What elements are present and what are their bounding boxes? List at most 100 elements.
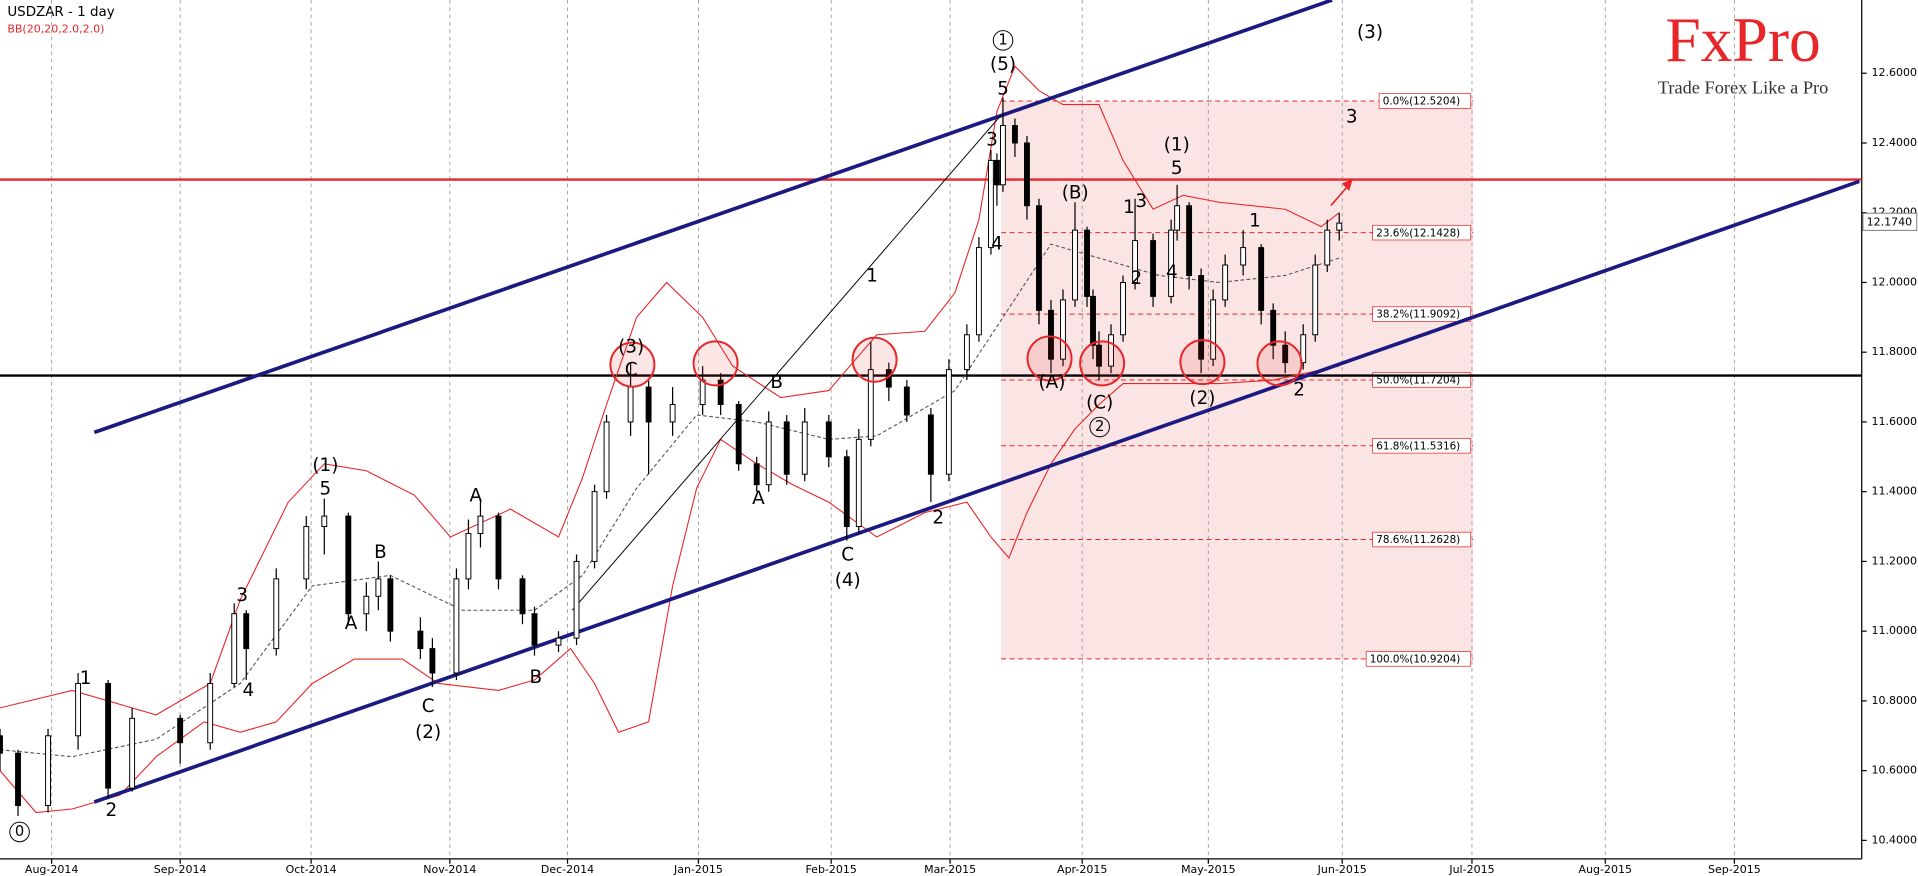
wave-label: 4 xyxy=(242,680,254,701)
fib-label: 23.6%(12.1428) xyxy=(1376,227,1460,239)
candle-body xyxy=(105,682,112,789)
candle-body xyxy=(993,159,1000,186)
wave-label: 4 xyxy=(1166,262,1178,283)
fib-label: 78.6%(11.2628) xyxy=(1376,534,1460,546)
candle-body xyxy=(231,613,238,684)
x-tick-label: May-2015 xyxy=(1181,863,1236,876)
x-tick-label: Sep-2015 xyxy=(1708,863,1761,876)
candle-body xyxy=(591,491,598,562)
wave-label: (2) xyxy=(415,722,441,743)
x-tick-label: Feb-2015 xyxy=(805,863,856,876)
candle-body xyxy=(417,630,424,650)
x-tick-label: Jul-2015 xyxy=(1448,863,1494,876)
indicator-label: BB(20,20,2.0,2.0) xyxy=(7,22,104,35)
candle-body xyxy=(1300,334,1307,364)
symbol-title: USDZAR - 1 day xyxy=(7,5,114,20)
arrow-head xyxy=(1341,178,1353,191)
candle-body xyxy=(519,578,526,615)
y-tick-label: 11.0000 xyxy=(1872,624,1917,637)
candle-body xyxy=(465,533,472,580)
bollinger-band xyxy=(0,365,1340,814)
wave-label: C xyxy=(841,544,854,565)
candle-body xyxy=(321,515,328,528)
candle-body xyxy=(753,463,760,486)
wave-label: B xyxy=(770,372,783,393)
x-tick-label: Jun-2015 xyxy=(1317,863,1367,876)
wave-label: 3 xyxy=(1346,106,1358,127)
y-tick-label: 11.6000 xyxy=(1872,415,1917,428)
candle-body xyxy=(1012,125,1018,144)
candle-body xyxy=(429,648,436,674)
annotation-circle xyxy=(992,30,1014,51)
wave-label: (B) xyxy=(1062,182,1089,203)
wave-label: 1 xyxy=(866,266,878,287)
annotation-circle xyxy=(9,821,30,843)
last-price-box xyxy=(1862,212,1918,231)
candle-body xyxy=(843,456,850,528)
wave-label: C xyxy=(422,696,435,717)
candle-body xyxy=(855,438,862,528)
candle-body xyxy=(645,386,652,423)
fib-label-box xyxy=(1372,438,1472,454)
wave-label: 2 xyxy=(1293,379,1305,400)
fib-label-box xyxy=(1372,531,1472,548)
wave-label: (3) xyxy=(1357,22,1383,43)
wave-label: (5) xyxy=(990,54,1016,75)
y-tick-label: 11.2000 xyxy=(1872,554,1917,567)
wave-label: 2 xyxy=(105,800,117,821)
highlight-circle xyxy=(1179,339,1226,386)
fib-label: 100.0%(10.9204) xyxy=(1370,654,1461,666)
candle-body xyxy=(987,159,994,249)
fib-label: 61.8%(11.5316) xyxy=(1376,440,1460,452)
candle-body xyxy=(177,717,184,744)
bollinger-band xyxy=(0,65,1340,716)
candle-body xyxy=(1120,281,1126,336)
candle-body xyxy=(387,578,394,632)
candle-body xyxy=(45,735,51,807)
candle-body xyxy=(303,526,310,580)
y-tick-label: 11.8000 xyxy=(1872,345,1917,358)
wave-label: 1 xyxy=(80,668,92,689)
candle-body xyxy=(1090,295,1096,346)
wave-label: A xyxy=(345,613,358,634)
candle-body xyxy=(363,595,370,615)
candle-body xyxy=(453,578,460,674)
candle-body xyxy=(1198,274,1205,360)
x-tick-label: Nov-2014 xyxy=(423,863,476,876)
wave-label: 3 xyxy=(986,130,998,151)
fib-label: 50.0%(11.7204) xyxy=(1376,375,1460,387)
candle-body xyxy=(825,421,832,458)
wave-label: 2 xyxy=(1095,418,1104,435)
candle-body xyxy=(975,247,982,336)
wave-label: (3) xyxy=(618,336,644,357)
candle-body xyxy=(573,560,580,639)
candle-body xyxy=(1168,229,1175,297)
wave-label: 2 xyxy=(1131,268,1143,289)
highlight-circle xyxy=(851,336,898,383)
fib-label-box xyxy=(1378,93,1472,109)
fib-label-box xyxy=(1372,224,1472,241)
annotation-circle xyxy=(1089,416,1110,438)
candle-body xyxy=(273,578,280,650)
candle-body xyxy=(699,379,706,405)
logo-tagline: Trade Forex Like a Pro xyxy=(1658,78,1828,98)
wave-label: 1 xyxy=(1123,197,1135,218)
arrow xyxy=(1330,185,1349,207)
wave-label: (1) xyxy=(1164,135,1190,156)
trendline xyxy=(93,179,1860,804)
y-tick-label: 10.8000 xyxy=(1872,694,1917,707)
y-tick-label: 12.4000 xyxy=(1872,136,1917,149)
highlight-circle xyxy=(1026,335,1073,382)
candle-body xyxy=(531,613,538,646)
wave-label: (4) xyxy=(835,570,861,591)
candle-body xyxy=(75,682,82,737)
candle-body xyxy=(927,414,934,475)
candle-body xyxy=(1072,229,1078,301)
candle-body xyxy=(945,369,952,475)
wave-label: A xyxy=(470,486,483,507)
wave-label: 5 xyxy=(1171,158,1183,179)
wave-label: C xyxy=(625,360,638,381)
wave-label: A xyxy=(752,488,765,509)
